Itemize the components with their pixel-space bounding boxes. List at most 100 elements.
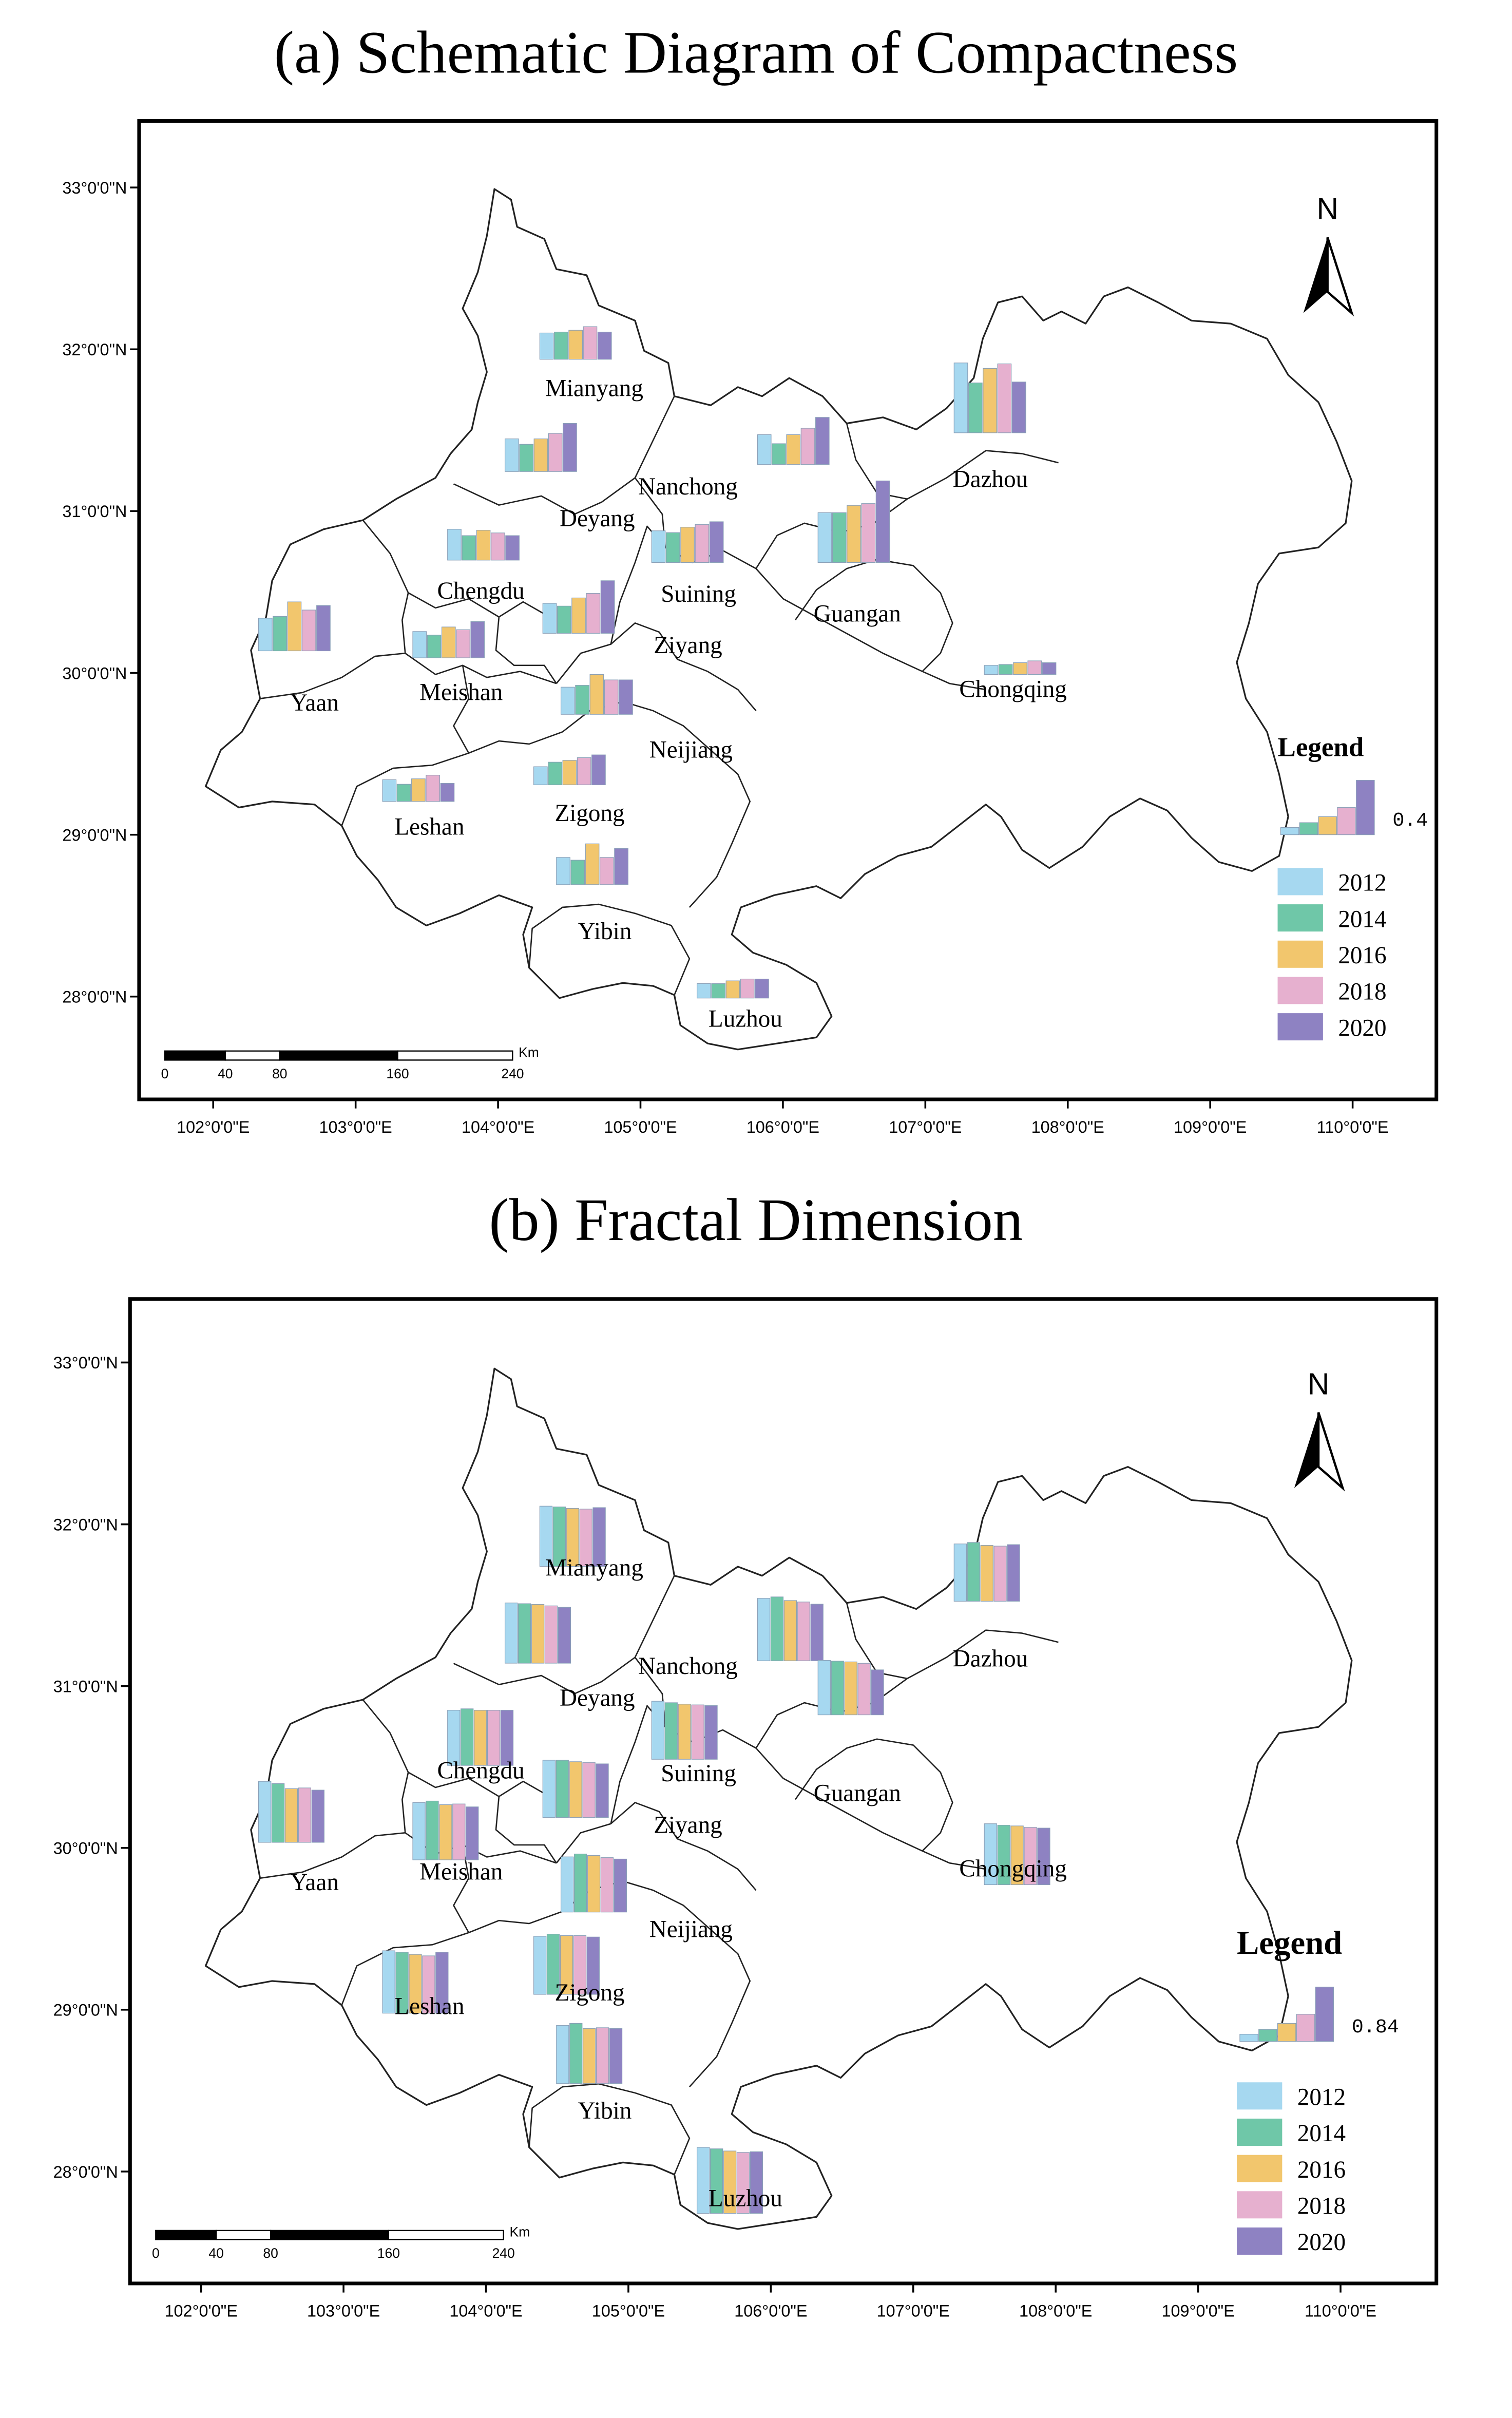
bar-yaan-2018: [298, 1787, 312, 1843]
bar-mianyang-2020: [592, 1507, 606, 1567]
lat-label: 31°0'0"N: [62, 502, 127, 521]
legend-year-2014: 2014: [1297, 2120, 1346, 2147]
bar-guangan-2016: [847, 505, 861, 563]
bar-neijiang-2020: [619, 679, 633, 715]
city-label: Guangan: [814, 1780, 901, 1806]
city-label: Dazhou: [953, 466, 1028, 492]
bar-mianyang-2012: [539, 1506, 553, 1567]
bar-luzhou-2012: [697, 983, 711, 999]
lat-label: 33°0'0"N: [62, 179, 127, 197]
bar-neijiang-2016: [587, 1855, 601, 1913]
region-outline: [204, 1367, 1353, 2230]
lat-label: 31°0'0"N: [53, 1677, 118, 1696]
legend-swatch-2016: [1277, 940, 1323, 968]
bar-yibin-2020: [609, 2028, 623, 2084]
city-ziyang: Ziyang: [542, 1760, 722, 1838]
bar-meishan-2016: [441, 626, 456, 658]
admin-boundary: [453, 1844, 470, 1933]
north-arrow-left: [1294, 1412, 1319, 1488]
bar-suining-2018: [695, 524, 710, 563]
city-label: Chongqing: [959, 1856, 1066, 1882]
admin-boundary: [755, 450, 1059, 569]
bar-suining-2020: [704, 1705, 718, 1760]
bar-zigong-2014: [548, 761, 562, 786]
bar-mianyang-2012: [539, 332, 554, 360]
bar-deyang-2012: [505, 439, 519, 472]
north-arrow-right: [1326, 237, 1354, 317]
admin-boundary: [556, 1802, 757, 1891]
bar-ziyang-2014: [556, 1760, 569, 1818]
scale-segment: [215, 2230, 272, 2240]
admin-boundary: [495, 617, 557, 684]
city-label: Deyang: [560, 505, 635, 532]
scale-tick: 80: [272, 1066, 287, 1081]
bar-yaan-2018: [301, 610, 316, 652]
bar-guangan-2014: [832, 512, 847, 563]
scale-segment: [388, 2230, 504, 2240]
bar-dazhou-2016: [980, 1545, 993, 1602]
bar-nanchong-2020: [810, 1604, 824, 1661]
legend-ref-bar: [1280, 827, 1299, 835]
city-label: Dazhou: [953, 1645, 1028, 1672]
scale-segment: [397, 1050, 513, 1061]
legend-year-2016: 2016: [1338, 942, 1386, 969]
bar-yibin-2016: [585, 843, 600, 885]
bar-meishan-2020: [466, 1806, 479, 1860]
bar-chengdu-2012: [447, 529, 462, 561]
city-luzhou: Luzhou: [697, 979, 782, 1033]
bar-zigong-2012: [533, 1936, 547, 1995]
lon-label: 102°0'0"E: [177, 1118, 250, 1136]
bar-yaan-2014: [273, 616, 287, 652]
city-label: Leshan: [394, 1993, 464, 2020]
bar-leshan-2014: [396, 784, 411, 802]
lat-label: 28°0'0"N: [62, 988, 127, 1006]
lon-label: 106°0'0"E: [734, 2302, 807, 2320]
bar-nanchong-2016: [786, 434, 801, 465]
bar-chengdu-2020: [505, 535, 520, 561]
region-map: [204, 1367, 1353, 2230]
north-label: N: [1308, 1367, 1330, 1401]
admin-boundary: [755, 1629, 1059, 1749]
lon-label: 104°0'0"E: [449, 2302, 522, 2320]
scale-tick: 240: [492, 2245, 515, 2261]
region-map: [204, 188, 1353, 1051]
bar-dazhou-2012: [953, 363, 968, 433]
bar-deyang-2018: [544, 1605, 558, 1664]
scale-tick: 80: [263, 2245, 278, 2261]
bar-zigong-2018: [577, 757, 591, 786]
bar-yibin-2018: [599, 857, 614, 885]
scale-segment: [155, 2230, 217, 2240]
scale-tick: 40: [218, 1066, 233, 1081]
scale-tick: 240: [501, 1066, 524, 1081]
bar-luzhou-2018: [740, 979, 755, 999]
bar-neijiang-2018: [600, 1857, 614, 1913]
lon-label: 103°0'0"E: [319, 1118, 392, 1136]
city-label: Yaan: [290, 690, 339, 716]
lon-label: 105°0'0"E: [592, 2302, 665, 2320]
bar-zigong-2012: [533, 766, 548, 786]
bar-chongqing-2012: [984, 1823, 997, 1886]
city-ziyang: Ziyang: [542, 580, 722, 659]
bar-guangan-2012: [817, 512, 832, 563]
lon-label: 103°0'0"E: [307, 2302, 380, 2320]
region-outline: [204, 188, 1353, 1051]
city-yibin: Yibin: [556, 843, 631, 945]
bar-suining-2014: [665, 532, 680, 563]
legend-swatch-2014: [1277, 904, 1323, 932]
bar-dazhou-2018: [993, 1546, 1007, 1602]
city-label: Leshan: [394, 814, 464, 841]
legend-swatch-2014: [1237, 2118, 1283, 2146]
scale-segment: [270, 2230, 390, 2240]
bar-yaan-2014: [271, 1783, 285, 1843]
city-zigong: Zigong: [533, 1934, 625, 2006]
bar-nanchong-2012: [757, 434, 772, 465]
bar-yibin-2012: [556, 2025, 569, 2084]
city-deyang: Deyang: [505, 423, 635, 532]
bar-dazhou-2020: [1011, 382, 1026, 433]
bar-luzhou-2016: [725, 980, 740, 999]
legend-swatch-2012: [1277, 868, 1323, 896]
city-mianyang: Mianyang: [539, 326, 643, 402]
bar-guangan-2014: [831, 1661, 844, 1716]
bar-zigong-2020: [591, 754, 606, 786]
lat-label: 33°0'0"N: [53, 1354, 118, 1372]
